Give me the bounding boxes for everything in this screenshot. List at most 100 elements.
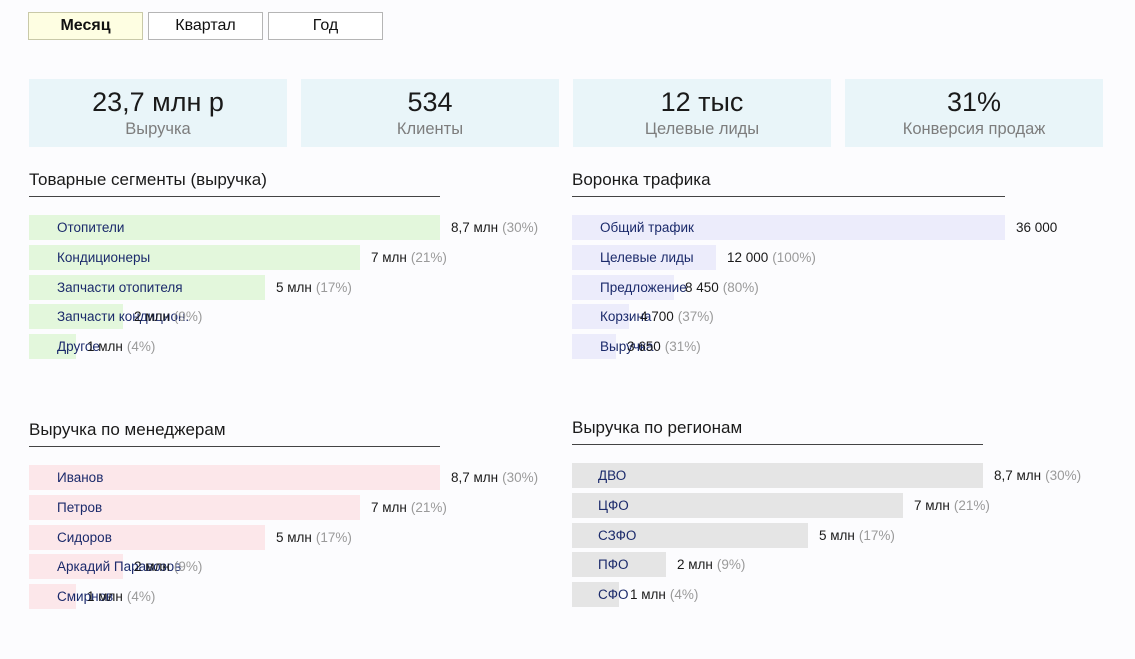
bar-row-цфо: ЦФО 7 млн (21%): [572, 493, 1023, 518]
bar-value: 7 млн: [914, 498, 950, 513]
bar-value: 8 450: [685, 280, 719, 295]
bar-value-label: 5 млн (17%): [276, 525, 352, 550]
bar-percent: (17%): [315, 280, 352, 295]
bar-row-смирнов: Смирнов 1 млн (4%): [29, 584, 196, 609]
bar-category-label: Другое: [57, 339, 100, 354]
bar-percent: (21%): [410, 250, 447, 265]
bar-value: 2 млн: [134, 559, 170, 574]
bar-percent: (80%): [722, 280, 759, 295]
title-divider: [29, 446, 440, 447]
bar-value-label: 5 млн (17%): [819, 523, 895, 548]
bar-row-целевые-лиды: Целевые лиды 12 000 (100%): [572, 245, 836, 270]
bar: [572, 215, 1005, 240]
bar-percent: (4%): [126, 339, 156, 354]
bar-percent: (30%): [1045, 468, 1082, 483]
bar-row-выручка: Выручка 3 650 (31%): [572, 334, 736, 359]
bar-row-аркадий-паравозов: Аркадий Паравозов 2 млн (9%): [29, 554, 243, 579]
bar-value-label: 2 млн (9%): [134, 554, 202, 579]
title-divider: [572, 196, 1005, 197]
bar-value-label: 8,7 млн (30%): [451, 465, 538, 490]
bar-value: 1 млн: [630, 587, 666, 602]
chart-traffic-funnel: Воронка трафика Общий трафик 36 000 Целевы…: [572, 170, 1112, 370]
bar-percent: (30%): [502, 220, 539, 235]
bar-category-label: ДВО: [598, 468, 627, 483]
bar-row-отопители: Отопители 8,7 млн (30%): [29, 215, 560, 240]
bar-percent: (21%): [410, 500, 447, 515]
bar-value-label: 5 млн (17%): [276, 275, 352, 300]
bar: [29, 275, 265, 300]
bar-value-label: 1 млн (4%): [87, 334, 155, 359]
kpi-value: 534: [407, 87, 453, 117]
bar-value-label: 2 млн (9%): [134, 304, 202, 329]
bar-category-label: Целевые лиды: [600, 250, 694, 265]
kpi-value: 12 тыс: [660, 87, 744, 117]
bar-row-сфо: СФО 1 млн (4%): [572, 582, 739, 607]
bar-row-петров: Петров 7 млн (21%): [29, 495, 480, 520]
period-tabs: Месяц Квартал Год: [28, 12, 383, 40]
bar-row-корзина: Корзина 4 700 (37%): [572, 304, 749, 329]
bar-row-предложение: Предложение 8 450 (80%): [572, 275, 794, 300]
bar-category-label: Кондиционеры: [57, 250, 151, 265]
chart-revenue-by-region: Выручка по регионам ДВО 8,7 млн (30%) ЦФО 7 …: [572, 418, 1112, 618]
bar: [29, 465, 440, 490]
bar-category-label: Сидоров: [57, 530, 112, 545]
bar: [29, 215, 440, 240]
bar: [29, 334, 76, 359]
bar-value: 2 млн: [677, 557, 713, 572]
bar-category-label: Аркадий Паравозов: [57, 559, 182, 574]
bar-value: 1 млн: [87, 339, 123, 354]
chart-product-segments: Товарные сегменты (выручка) Отопители 8,7…: [29, 170, 569, 370]
kpi-label: Конверсия продаж: [902, 120, 1046, 138]
bar-value-label: 4 700 (37%): [640, 304, 714, 329]
bar-value-label: 36 000: [1016, 215, 1057, 240]
tab-quarter[interactable]: Квартал: [148, 12, 263, 40]
bar: [572, 275, 674, 300]
bar-percent: (17%): [858, 528, 895, 543]
bar-row-другое: Другое 1 млн (4%): [29, 334, 196, 359]
kpi-card-revenue: 23,7 млн р Выручка: [29, 79, 287, 147]
bar-value: 5 млн: [276, 530, 312, 545]
bar: [29, 304, 123, 329]
bar-value: 12 000: [727, 250, 769, 265]
bar: [572, 552, 666, 577]
kpi-card-leads: 12 тыс Целевые лиды: [573, 79, 831, 147]
bar-value-label: 2 млн (9%): [677, 552, 745, 577]
bar-row-запчасти-отопителя: Запчасти отопителя 5 млн (17%): [29, 275, 385, 300]
bar-row-дво: ДВО 8,7 млн (30%): [572, 463, 1103, 488]
bar-percent: (9%): [173, 559, 203, 574]
bar-value: 8,7 млн: [994, 468, 1042, 483]
bar: [572, 493, 903, 518]
bar-category-label: СФО: [598, 587, 629, 602]
bar: [572, 463, 983, 488]
tab-year[interactable]: Год: [268, 12, 383, 40]
bar-category-label: Общий трафик: [600, 220, 694, 235]
title-divider: [29, 196, 440, 197]
bar: [572, 245, 716, 270]
bar-percent: (4%): [669, 587, 699, 602]
kpi-value: 31%: [946, 87, 1002, 117]
bar-value: 5 млн: [819, 528, 855, 543]
bar-percent: (37%): [677, 309, 714, 324]
bar-percent: (31%): [664, 339, 701, 354]
bar: [29, 584, 76, 609]
bar: [29, 525, 265, 550]
bar-category-label: ПФО: [598, 557, 629, 572]
bar-row-сзфо: СЗФО 5 млн (17%): [572, 523, 928, 548]
bar-percent: (21%): [953, 498, 990, 513]
bar-value: 3 650: [627, 339, 661, 354]
bar-row-иванов: Иванов 8,7 млн (30%): [29, 465, 560, 490]
bar-value: 4 700: [640, 309, 674, 324]
tab-month[interactable]: Месяц: [28, 12, 143, 40]
bar-value-label: 1 млн (4%): [630, 582, 698, 607]
bar-category-label: ЦФО: [598, 498, 629, 513]
chart-revenue-by-manager: Выручка по менеджерам Иванов 8,7 млн (30%)…: [29, 420, 569, 620]
bar-value-label: 3 650 (31%): [627, 334, 701, 359]
chart-title: Выручка по регионам: [572, 418, 743, 437]
kpi-label: Целевые лиды: [644, 120, 760, 138]
bar-value: 5 млн: [276, 280, 312, 295]
bar-row-кондиционеры: Кондиционеры 7 млн (21%): [29, 245, 480, 270]
bar: [29, 554, 123, 579]
bar-value-label: 8 450 (80%): [685, 275, 759, 300]
bar: [572, 523, 808, 548]
title-divider: [572, 444, 983, 445]
